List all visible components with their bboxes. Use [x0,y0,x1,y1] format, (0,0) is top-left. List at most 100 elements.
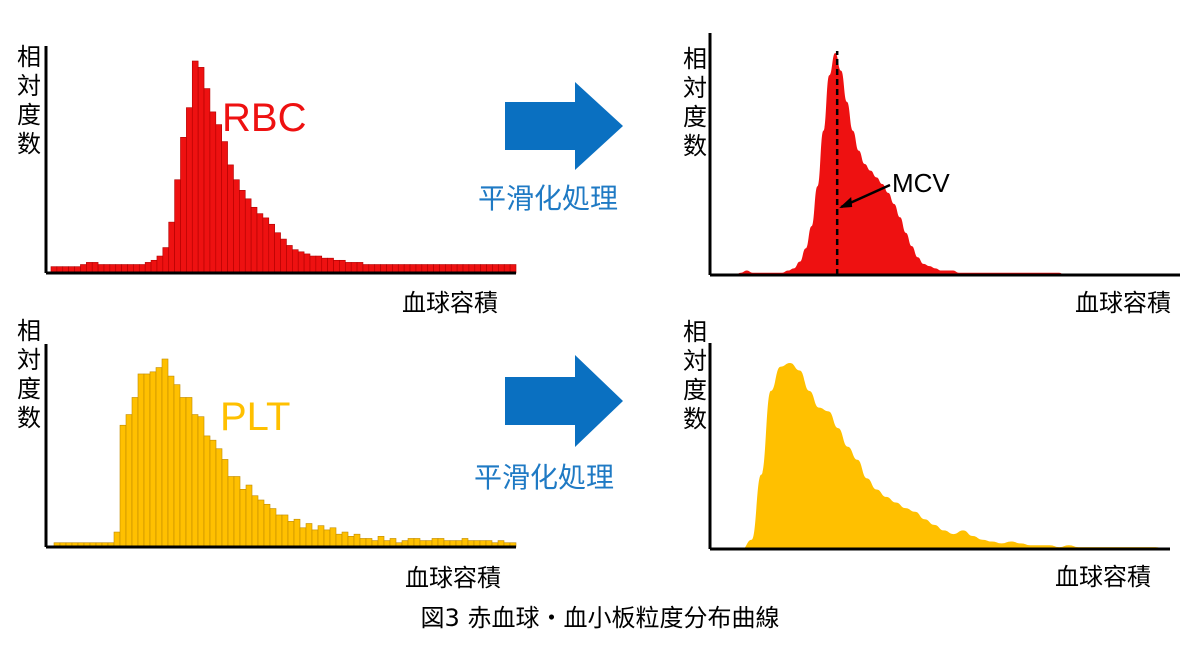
histogram-bar [239,489,247,548]
x-axis-label: 血球容積 [402,289,498,317]
histogram-bar [356,262,364,274]
plt-smoothed-curve [708,343,1170,551]
histogram-bar [125,414,133,548]
histogram-bar [149,371,157,548]
histogram-bar [353,533,361,548]
histogram-bar [86,262,93,274]
histogram-bar [245,484,253,548]
histogram-bar [179,397,187,548]
smoothing-label-bottom: 平滑化処理 [474,461,615,494]
rbc-series-label: RBC [222,96,307,140]
histogram-bar [303,253,311,274]
histogram-bar [203,435,211,548]
histogram-bar [292,249,299,274]
histogram-bar [377,536,385,548]
histogram-bar [347,536,355,548]
arrow-right-icon [505,82,623,170]
histogram-bar [233,476,241,548]
rbc-histogram [44,46,517,275]
histogram-bar [315,255,323,274]
histogram-bar [173,384,181,548]
histogram-bar [186,107,193,274]
histogram-bar [161,358,169,548]
histogram-bar [215,448,223,548]
histogram-bar [119,424,127,548]
plt-series-label: PLT [220,395,291,439]
histogram-bar [197,67,205,274]
histogram-bar [345,262,352,274]
histogram-bar [281,514,289,548]
histogram-bar [227,476,235,548]
histogram-bar [215,124,222,274]
histogram-bar [250,206,258,274]
histogram-bar [309,255,317,274]
histogram-bar [256,213,264,274]
histogram-bar [143,373,151,548]
histogram-bar [168,221,175,274]
histogram-bar [167,375,175,548]
histogram-bar [209,439,217,548]
histogram-bar [275,514,283,548]
histogram-bar [244,198,252,274]
smoothing-arrow-bottom [505,355,623,447]
smoothing-arrow-top [505,82,623,170]
histogram-bar [131,397,139,548]
histogram-bar [91,262,99,274]
histogram-bar [180,137,187,274]
histogram-bar [333,259,340,274]
arrow-right-icon [505,355,623,447]
histogram-bar [162,247,170,274]
smoothing-label-top: 平滑化処理 [478,182,619,215]
histogram-bar [329,527,337,548]
histogram-bar [251,495,259,548]
histogram-bar [297,251,305,274]
histogram-bar [286,245,293,274]
histogram-bar [209,111,217,274]
smoothed-area [742,363,1165,549]
histogram-bar [263,503,271,548]
histogram-bar [257,499,265,548]
histogram-bar [144,262,152,274]
rbc-smoothed-curve [708,33,1180,277]
histogram-bar [274,232,281,274]
figure-caption: 図3 赤血球・血小板粒度分布曲線 [420,604,780,632]
histogram-bar [233,179,240,274]
histogram-bar [150,259,158,274]
histogram-bar [311,529,319,548]
histogram-bar [327,257,334,274]
histogram-bar [305,523,313,548]
histogram-bar [191,414,199,548]
histogram-bar [239,190,246,274]
histogram-bar [191,60,199,274]
histogram-bar [185,397,193,548]
y-axis-label: 相対度数 [17,43,41,158]
histogram-bar [323,529,331,548]
histogram-bar [203,88,211,274]
histogram-bar [137,373,145,548]
histogram-bar [269,508,277,548]
histogram-bar [299,527,307,548]
histogram-bar [287,521,295,548]
x-axis-label: 血球容積 [1055,563,1151,591]
histogram-bar [341,531,349,548]
smoothed-area [735,53,1065,275]
arrowhead-icon [839,197,853,208]
histogram-bar [350,262,358,274]
histogram-bar [197,416,205,548]
histogram-bar [268,223,275,274]
mcv-label: MCV [892,168,950,198]
histogram-bar [156,255,164,274]
x-axis-label: 血球容積 [405,564,501,592]
y-axis-label: 相対度数 [683,318,707,433]
histogram-bar [293,518,301,548]
histogram-bar [262,217,270,274]
y-axis-label: 相対度数 [17,317,41,432]
histogram-bar [227,164,234,274]
x-axis-label: 血球容積 [1075,289,1171,317]
histogram-bar [317,525,325,548]
histogram-bar [339,259,346,274]
histogram-bar [221,459,229,548]
histogram-bar [174,179,181,274]
histogram-bar [321,257,328,274]
plt-histogram [44,344,517,549]
